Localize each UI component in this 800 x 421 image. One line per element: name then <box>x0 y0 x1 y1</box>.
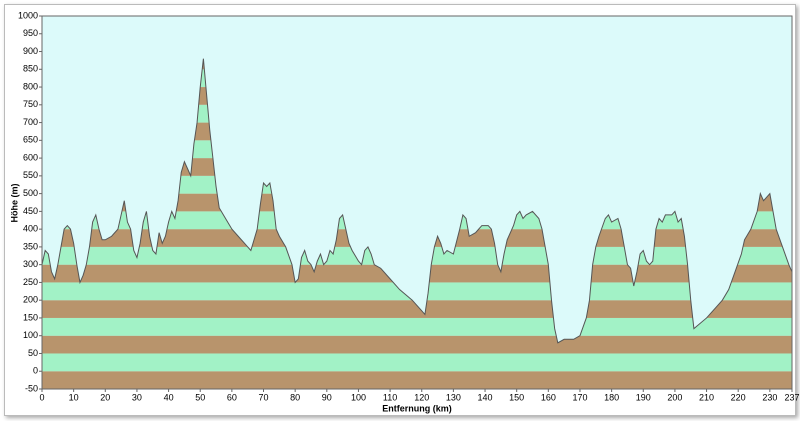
y-tick-label: 400 <box>23 224 38 234</box>
y-tick-label: 500 <box>23 188 38 198</box>
y-tick-label: 750 <box>23 99 38 109</box>
x-tick-label: 100 <box>351 392 366 402</box>
x-axis-title: Entfernung (km) <box>382 403 452 413</box>
x-tick-label: 220 <box>731 392 746 402</box>
y-tick-label: 0 <box>33 366 38 376</box>
x-tick-label: 160 <box>541 392 556 402</box>
y-tick-label: 50 <box>28 348 38 358</box>
y-tick-label: 950 <box>23 28 38 38</box>
elevation-band <box>42 300 792 318</box>
x-tick-label: 200 <box>667 392 682 402</box>
elevation-band <box>42 353 792 372</box>
x-tick-label: 190 <box>636 392 651 402</box>
x-tick-label: 140 <box>478 392 493 402</box>
x-tick-label: 210 <box>699 392 714 402</box>
x-tick-label: 20 <box>100 392 110 402</box>
x-tick-label: 120 <box>414 392 429 402</box>
y-tick-label: 850 <box>23 64 38 74</box>
y-tick-label: 100 <box>23 330 38 340</box>
x-tick-label: 0 <box>39 392 44 402</box>
y-tick-label: 350 <box>23 241 38 251</box>
x-tick-label: 130 <box>446 392 461 402</box>
x-tick-label: 90 <box>322 392 332 402</box>
y-tick-label: 650 <box>23 135 38 145</box>
x-tick-label: 10 <box>69 392 79 402</box>
y-tick-label: 700 <box>23 117 38 127</box>
x-tick-label: 70 <box>259 392 269 402</box>
x-tick-label: 80 <box>290 392 300 402</box>
x-tick-label: 230 <box>762 392 777 402</box>
y-tick-label: 550 <box>23 170 38 180</box>
y-tick-label: 200 <box>23 295 38 305</box>
y-tick-label: 150 <box>23 312 38 322</box>
y-axis-title: Höhe (m) <box>9 184 19 223</box>
x-tick-label: 110 <box>383 392 397 402</box>
x-tick-label: 40 <box>164 392 174 402</box>
x-tick-label: 170 <box>572 392 587 402</box>
elevation-band <box>42 317 792 336</box>
x-tick-label: 150 <box>509 392 524 402</box>
y-tick-label: 300 <box>23 259 38 269</box>
y-tick-label: 1000 <box>18 10 38 20</box>
elevation-band <box>42 371 792 389</box>
y-tick-label: 800 <box>23 81 38 91</box>
y-tick-label: 450 <box>23 206 38 216</box>
x-tick-label: 180 <box>604 392 619 402</box>
y-tick-label: 900 <box>23 46 38 56</box>
x-tick-label: 30 <box>132 392 142 402</box>
x-tick-label: 50 <box>195 392 205 402</box>
y-tick-label: 250 <box>23 277 38 287</box>
y-tick-label: -50 <box>25 383 38 393</box>
plot-border <box>41 15 793 390</box>
x-tick-label: 60 <box>227 392 237 402</box>
y-tick-label: 600 <box>23 152 38 162</box>
elevation-band <box>42 335 792 354</box>
elevation-line <box>41 58 793 344</box>
x-tick-label: 237 <box>784 392 799 402</box>
